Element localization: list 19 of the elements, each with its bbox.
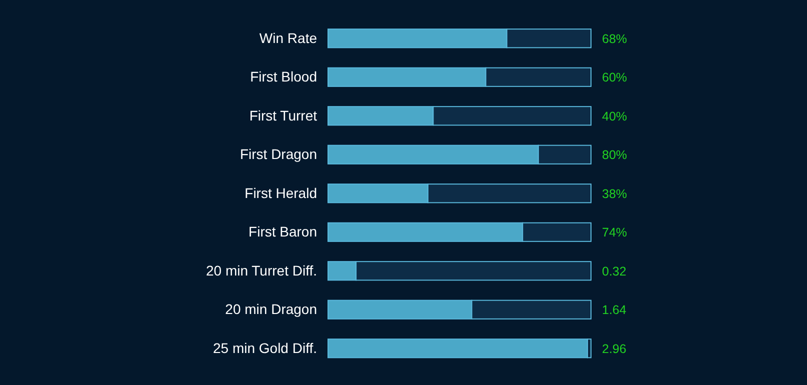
- y-tick-label: 25 min Gold Diff.: [212, 340, 317, 356]
- data-label: 60%: [602, 70, 628, 84]
- y-tick-label: 20 min Dragon: [225, 301, 317, 318]
- data-label: 38%: [602, 186, 628, 201]
- data-label: 1.64: [602, 303, 626, 317]
- y-tick-label: 20 min Turret Diff.: [206, 262, 317, 278]
- bar: [328, 338, 588, 358]
- y-tick-label: First Herald: [244, 184, 317, 201]
- data-label: 40%: [602, 109, 628, 124]
- y-tick-label: First Baron: [248, 224, 317, 240]
- y-tick-label: First Dragon: [240, 146, 317, 162]
- data-label: 68%: [602, 32, 628, 46]
- data-label: 74%: [602, 226, 628, 240]
- data-label: 2.96: [602, 342, 626, 356]
- data-label: 0.32: [602, 264, 626, 278]
- data-label: 80%: [602, 148, 628, 162]
- y-tick-label: First Turret: [249, 107, 318, 124]
- y-tick-label: First Blood: [250, 68, 317, 85]
- y-tick-label: Win Rate: [259, 30, 318, 46]
